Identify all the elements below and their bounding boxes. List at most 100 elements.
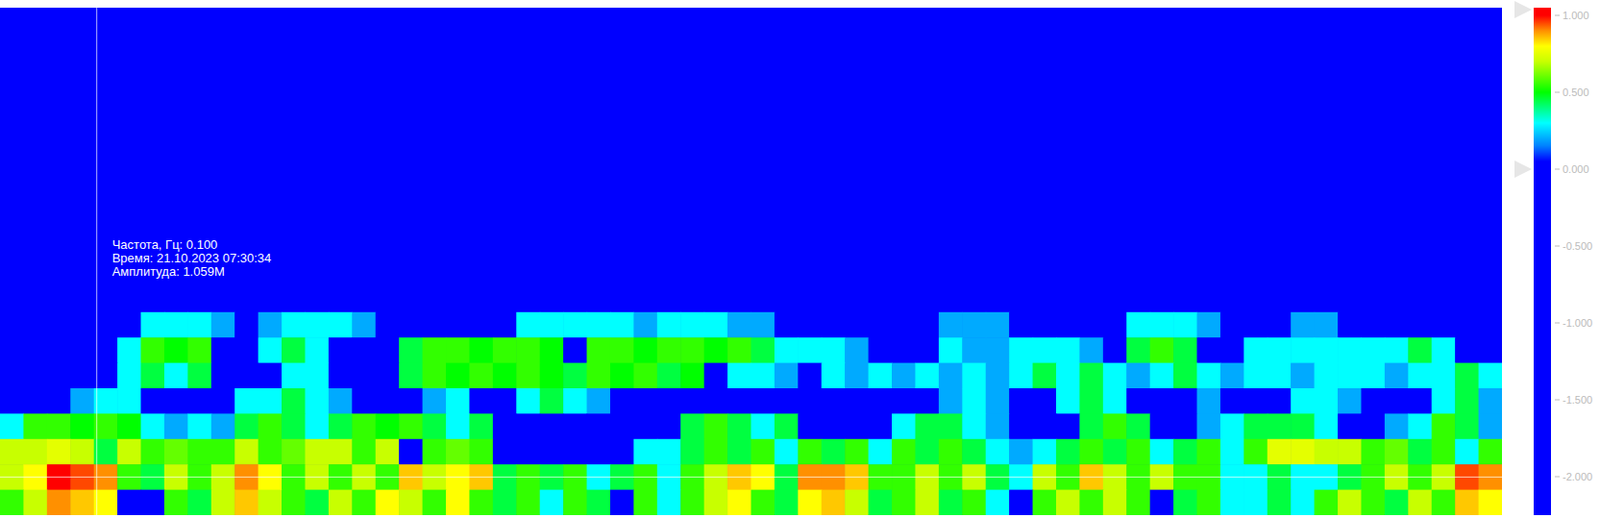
cell (844, 388, 869, 415)
cell (563, 32, 588, 59)
cell (0, 261, 25, 288)
cell (375, 210, 400, 237)
cell (375, 58, 400, 85)
cell (328, 210, 353, 237)
cell (1360, 439, 1385, 466)
cell (1126, 109, 1151, 136)
color-range-handle[interactable] (1514, 0, 1532, 19)
cell (141, 109, 166, 136)
cell (258, 58, 283, 85)
cell (1454, 439, 1479, 466)
cell (1220, 32, 1245, 59)
cell (727, 261, 752, 288)
cell (1290, 236, 1315, 263)
cell (94, 363, 119, 390)
cell (492, 363, 517, 390)
cell (187, 337, 212, 364)
cell (1220, 236, 1245, 263)
cell (1126, 439, 1151, 466)
cell (587, 58, 612, 85)
cell (1150, 286, 1175, 313)
cell (1197, 58, 1222, 85)
cell (445, 490, 470, 516)
cell (328, 236, 353, 263)
cell (985, 159, 1010, 186)
cell (23, 337, 48, 364)
cell (1407, 439, 1432, 466)
cell (1360, 109, 1385, 136)
cell (610, 261, 635, 288)
cell (1314, 312, 1339, 339)
cell (94, 159, 119, 186)
cell (821, 236, 846, 263)
cell (797, 134, 822, 161)
cell (47, 388, 72, 415)
cell (587, 210, 612, 237)
cell (1126, 286, 1151, 313)
cell (1033, 312, 1058, 339)
cell (375, 413, 400, 440)
cell (1267, 236, 1292, 263)
cell (1337, 439, 1362, 466)
cell (1173, 210, 1198, 237)
cell (1103, 236, 1128, 263)
cell (304, 83, 329, 110)
cell (1407, 490, 1432, 516)
cell (797, 363, 822, 390)
cell (587, 134, 612, 161)
cell (1267, 109, 1292, 136)
cell (351, 83, 376, 110)
cell (1431, 286, 1456, 313)
cell (211, 134, 236, 161)
cell (23, 413, 48, 440)
cell (468, 83, 493, 110)
cell (422, 32, 447, 59)
cell (187, 286, 212, 313)
cell (1431, 312, 1456, 339)
cell (751, 7, 776, 34)
cell (680, 134, 705, 161)
cell (1243, 58, 1268, 85)
cell (70, 159, 95, 186)
cell (844, 363, 869, 390)
cell (868, 439, 893, 466)
cell (187, 490, 212, 516)
cell (422, 337, 447, 364)
cell (540, 58, 565, 85)
cell (258, 337, 283, 364)
cell (1314, 83, 1339, 110)
cell (141, 32, 166, 59)
cell (540, 134, 565, 161)
cell (680, 388, 705, 415)
cell (1290, 83, 1315, 110)
cell (94, 83, 119, 110)
cell (375, 490, 400, 516)
cell (1197, 363, 1222, 390)
cell (1360, 337, 1385, 364)
cell (0, 7, 25, 34)
cell (47, 7, 72, 34)
cell (891, 58, 916, 85)
cell (1431, 236, 1456, 263)
cell (187, 109, 212, 136)
cell (211, 210, 236, 237)
cell (398, 286, 423, 313)
cell (1103, 337, 1128, 364)
crosshair-vertical (96, 7, 98, 516)
cell (141, 134, 166, 161)
cell (1173, 185, 1198, 212)
cell (398, 185, 423, 212)
cell (1478, 58, 1502, 85)
cell (1220, 134, 1245, 161)
cell (563, 236, 588, 263)
cell (868, 261, 893, 288)
cell (328, 312, 353, 339)
cell (1431, 413, 1456, 440)
cell (563, 185, 588, 212)
cell (985, 261, 1010, 288)
cell (1126, 261, 1151, 288)
cell (516, 32, 541, 59)
cell (844, 490, 869, 516)
cell (1103, 312, 1128, 339)
color-range-handle[interactable] (1514, 160, 1532, 178)
